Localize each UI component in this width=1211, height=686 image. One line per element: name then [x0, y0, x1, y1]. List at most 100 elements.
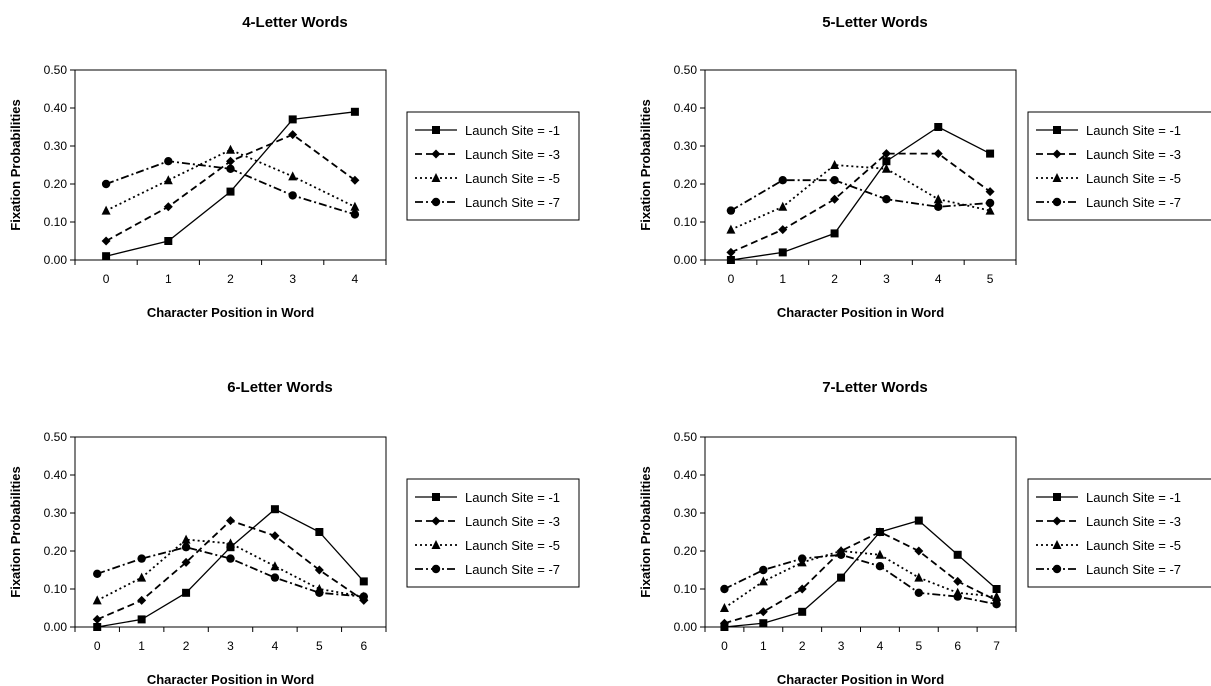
- data-point: [875, 562, 885, 571]
- legend-label: Launch Site = -5: [465, 171, 560, 186]
- series: [93, 543, 368, 601]
- y-axis-label: Fixation Probabilities: [638, 466, 653, 597]
- data-point: [315, 588, 324, 597]
- legend-marker: [432, 493, 440, 501]
- y-tick-label: 0.30: [674, 506, 698, 520]
- data-point: [914, 572, 924, 582]
- series-line: [105, 148, 356, 212]
- series-line: [105, 111, 355, 257]
- data-point: [163, 175, 173, 185]
- data-point: [350, 201, 360, 211]
- data-point: [759, 565, 768, 575]
- data-point: [288, 191, 297, 200]
- y-tick-label: 0.10: [674, 215, 698, 229]
- data-point: [92, 614, 102, 624]
- legend-label: Launch Site = -5: [465, 538, 560, 553]
- data-point: [836, 550, 846, 559]
- legend-label: Launch Site = -7: [465, 195, 560, 210]
- data-point: [778, 176, 787, 185]
- x-tick-label: 6: [360, 639, 367, 653]
- y-tick-label: 0.40: [44, 468, 68, 482]
- chart-panel: 6-Letter Words 0.00 0.10 0.20 0.30 0.40 0.50 0 1…: [8, 379, 580, 686]
- data-point: [93, 569, 102, 578]
- data-point: [758, 607, 768, 617]
- data-point: [758, 576, 768, 586]
- x-tick-label: 5: [316, 639, 323, 653]
- chart-title: 6-Letter Words: [227, 379, 333, 396]
- series: [720, 550, 1001, 609]
- y-tick-label: 0.30: [44, 506, 68, 520]
- series-line: [724, 553, 997, 606]
- data-point: [359, 577, 368, 586]
- data-point: [986, 149, 995, 158]
- data-point: [934, 123, 943, 131]
- x-axis-label: Character Position in Word: [147, 305, 314, 320]
- data-point: [830, 194, 840, 204]
- series-line: [730, 126, 991, 261]
- x-axis-label: Character Position in Word: [777, 305, 944, 320]
- data-point: [226, 164, 235, 173]
- data-point: [181, 543, 191, 552]
- chart-title: 7-Letter Words: [822, 379, 928, 396]
- x-tick-label: 2: [799, 639, 806, 653]
- data-point: [270, 531, 280, 541]
- legend-label: Launch Site = -1: [1086, 123, 1181, 138]
- y-tick-label: 0.50: [44, 430, 68, 444]
- x-tick-label: 1: [779, 272, 786, 286]
- legend-marker: [431, 540, 441, 549]
- x-axis-label: Character Position in Word: [147, 672, 314, 686]
- legend-marker: [1052, 516, 1062, 526]
- series: [726, 149, 995, 257]
- y-tick-label: 0.00: [674, 620, 698, 634]
- data-point: [798, 607, 807, 616]
- y-tick-label: 0.00: [44, 620, 68, 634]
- legend-marker: [1053, 493, 1061, 501]
- data-point: [315, 528, 324, 536]
- legend-marker: [1052, 564, 1062, 574]
- data-point: [914, 588, 924, 597]
- series: [719, 527, 1002, 628]
- data-point: [797, 554, 807, 563]
- data-point: [953, 576, 963, 586]
- legend-label: Launch Site = -1: [465, 123, 560, 138]
- y-tick-label: 0.10: [44, 582, 68, 596]
- data-point: [797, 584, 807, 594]
- legend-label: Launch Site = -7: [1086, 195, 1181, 210]
- data-point: [182, 588, 191, 597]
- y-axis-label: Fixation Probabilities: [8, 466, 23, 597]
- data-point: [270, 505, 279, 514]
- legend-marker: [1052, 173, 1062, 182]
- data-point: [226, 516, 235, 526]
- data-point: [830, 229, 839, 238]
- x-tick-label: 0: [728, 272, 735, 286]
- data-point: [778, 248, 787, 257]
- y-tick-label: 0.00: [44, 253, 68, 267]
- y-tick-label: 0.40: [674, 101, 698, 115]
- data-point: [137, 554, 146, 563]
- series: [726, 123, 995, 264]
- data-point: [719, 618, 729, 628]
- data-point: [350, 107, 359, 116]
- data-point: [350, 175, 360, 185]
- chart-panel: 5-Letter Words 0.00 0.10 0.20 0.30 0.40 0.50 0 1…: [638, 14, 1211, 320]
- chart-panel: 7-Letter Words 0.00 0.10 0.20 0.30 0.40 0.50 0 1…: [638, 379, 1211, 686]
- x-tick-label: 7: [993, 639, 1000, 653]
- data-point: [92, 595, 102, 605]
- x-tick-label: 0: [721, 639, 728, 653]
- series-line: [723, 550, 997, 609]
- data-point: [914, 516, 923, 525]
- x-tick-label: 3: [838, 639, 845, 653]
- series: [101, 157, 360, 219]
- data-point: [992, 600, 1001, 609]
- legend-label: Launch Site = -5: [1086, 538, 1181, 553]
- chart-title: 4-Letter Words: [242, 14, 348, 31]
- data-point: [992, 585, 1001, 593]
- series: [726, 160, 995, 234]
- data-point: [101, 205, 111, 215]
- x-tick-label: 1: [138, 639, 145, 653]
- data-point: [914, 546, 924, 556]
- legend-label: Launch Site = -3: [465, 147, 560, 162]
- data-point: [359, 592, 368, 601]
- data-point: [164, 157, 173, 166]
